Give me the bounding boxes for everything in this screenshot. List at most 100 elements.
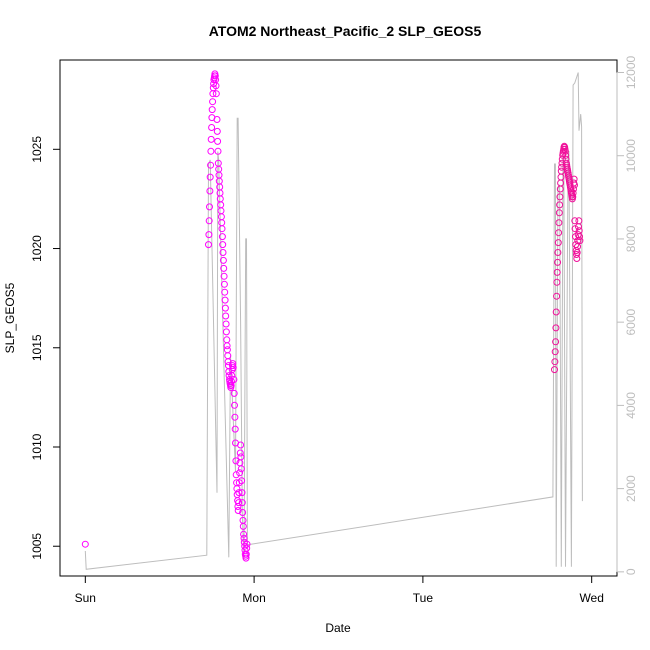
data-point xyxy=(575,217,583,225)
data-point xyxy=(220,272,228,280)
data-point xyxy=(205,241,212,249)
data-point xyxy=(207,161,215,169)
data-point xyxy=(554,239,562,247)
data-point xyxy=(571,217,579,225)
x-tick-label: Mon xyxy=(242,591,265,605)
data-point xyxy=(554,258,562,266)
x-axis: Sun Mon Tue Wed xyxy=(75,575,604,605)
data-point xyxy=(238,499,246,507)
data-point xyxy=(232,457,240,465)
data-point xyxy=(231,413,239,421)
data-point xyxy=(212,82,220,90)
data-point xyxy=(235,499,243,507)
data-point xyxy=(230,376,238,383)
y2-tick-label: 10000 xyxy=(624,139,638,173)
data-point xyxy=(218,225,226,233)
data-point xyxy=(219,249,227,256)
data-point xyxy=(213,127,221,135)
data-point xyxy=(576,233,583,241)
data-point xyxy=(241,542,249,550)
data-point xyxy=(219,256,227,264)
data-point xyxy=(214,137,222,145)
data-point xyxy=(207,147,215,155)
y-tick-label: 1020 xyxy=(30,235,44,262)
data-point xyxy=(553,278,561,286)
data-point xyxy=(208,106,216,114)
data-point xyxy=(571,225,579,233)
data-point xyxy=(569,193,577,201)
data-point xyxy=(224,358,232,366)
y-axis-label: SLP_GEOS5 xyxy=(3,282,17,353)
y2-tick-label: 4000 xyxy=(624,392,638,419)
data-point xyxy=(239,522,247,530)
data-point xyxy=(227,382,235,389)
data-point xyxy=(218,233,226,241)
primary-point-series xyxy=(81,70,584,562)
data-point xyxy=(223,342,231,350)
data-point xyxy=(221,288,229,296)
data-point xyxy=(237,441,245,449)
data-point xyxy=(240,530,248,538)
data-point xyxy=(236,449,244,457)
data-point xyxy=(552,324,560,332)
data-point xyxy=(551,358,559,366)
x-tick-label: Tue xyxy=(413,591,434,605)
x-tick-label: Wed xyxy=(579,591,603,605)
data-point xyxy=(206,203,213,211)
data-point xyxy=(238,489,246,497)
data-point xyxy=(214,147,222,155)
data-point xyxy=(209,98,217,106)
data-point xyxy=(576,237,584,245)
data-point xyxy=(555,209,563,217)
data-point xyxy=(222,328,230,336)
data-point xyxy=(553,268,561,276)
data-point xyxy=(555,229,563,237)
data-point xyxy=(205,231,213,239)
data-point xyxy=(222,312,230,320)
data-point xyxy=(234,507,242,514)
y2-tick-label: 8000 xyxy=(624,225,638,252)
data-point xyxy=(219,241,227,249)
data-point xyxy=(234,503,242,510)
data-point xyxy=(229,364,237,372)
y2-tick-label: 0 xyxy=(624,568,638,575)
y2-tick-label: 12000 xyxy=(624,55,638,89)
data-point xyxy=(551,348,559,356)
data-point xyxy=(220,264,228,272)
data-point xyxy=(206,187,214,195)
data-point xyxy=(571,181,578,189)
data-point xyxy=(229,360,237,368)
data-point xyxy=(207,135,215,143)
data-point xyxy=(213,116,221,123)
y-tick-label: 1005 xyxy=(30,533,44,560)
data-point xyxy=(235,479,243,487)
data-point xyxy=(211,72,219,80)
data-point xyxy=(231,401,238,409)
data-point xyxy=(235,489,243,497)
y-tick-label: 1010 xyxy=(30,433,44,460)
data-point xyxy=(237,465,245,473)
data-point xyxy=(556,193,564,201)
y-tick-label: 1025 xyxy=(30,136,44,163)
data-point xyxy=(552,308,560,316)
data-point xyxy=(558,159,566,167)
data-point xyxy=(81,540,89,548)
data-point xyxy=(240,534,248,542)
data-point xyxy=(242,554,250,562)
data-point xyxy=(208,124,216,131)
data-point xyxy=(220,280,228,288)
x-tick-label: Sun xyxy=(75,591,96,605)
data-point xyxy=(236,469,244,477)
y2-tick-label: 6000 xyxy=(624,308,638,335)
data-point xyxy=(562,151,570,159)
y2-axis: 0 2000 4000 6000 8000 10000 12000 xyxy=(616,55,638,575)
data-point xyxy=(232,471,240,479)
data-point xyxy=(206,173,214,181)
data-point xyxy=(569,189,577,197)
data-point xyxy=(555,219,563,227)
y2-tick-label: 2000 xyxy=(624,475,638,502)
data-point xyxy=(551,366,558,374)
data-point xyxy=(554,249,562,256)
data-point xyxy=(561,147,569,155)
